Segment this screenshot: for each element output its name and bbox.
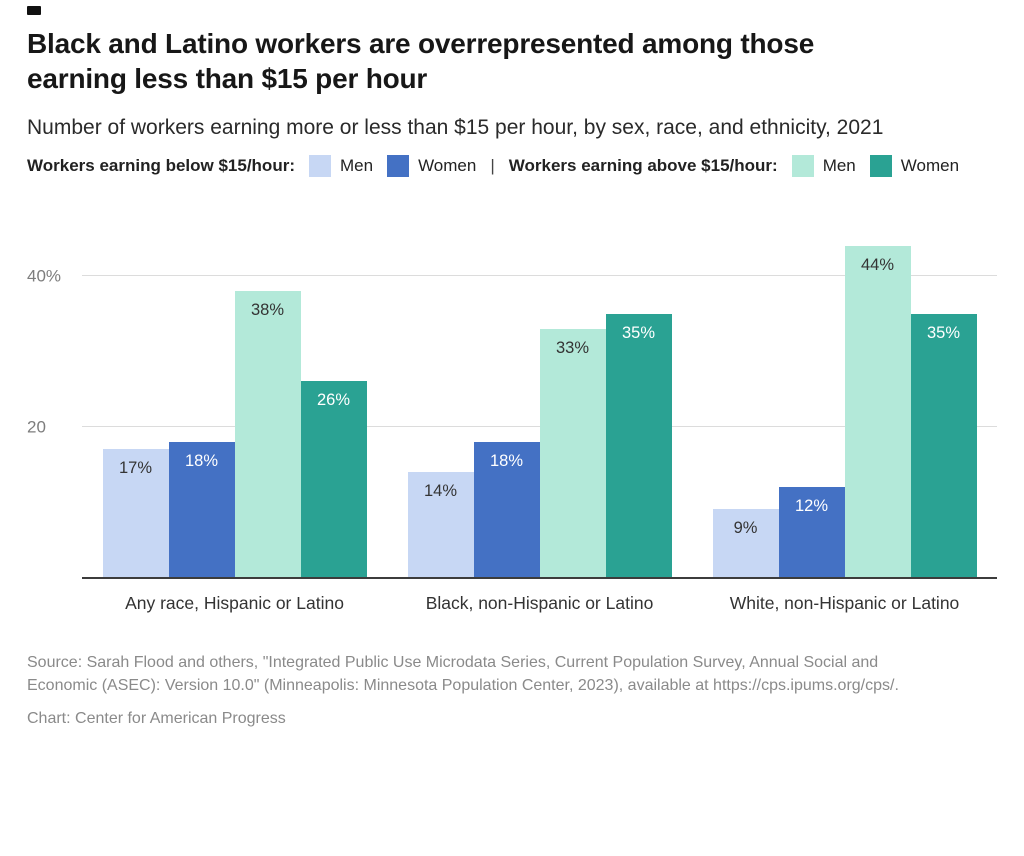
- bar-value-label: 9%: [733, 519, 758, 538]
- bar: 18%: [473, 441, 540, 577]
- gridline: [82, 275, 997, 277]
- bar-value-label: 38%: [250, 301, 285, 320]
- bar: 18%: [168, 441, 235, 577]
- bar: 35%: [605, 313, 672, 577]
- bar-group: 17% 18% 38% 26%: [82, 231, 387, 577]
- bar: 35%: [910, 313, 977, 577]
- legend-label-below-men: Men: [339, 155, 374, 175]
- legend-item-below-women: Women: [387, 154, 477, 177]
- legend-swatch-above-men: [791, 154, 814, 177]
- legend-swatch-below-women: [387, 154, 410, 177]
- bar-value-label: 18%: [184, 451, 219, 470]
- bar-group: 14% 18% 33% 35%: [387, 231, 692, 577]
- bar-value-label: 26%: [316, 391, 351, 410]
- chart-title: Black and Latino workers are overreprese…: [27, 28, 815, 95]
- bar: 17%: [102, 449, 169, 577]
- legend-item-above-men: Men: [791, 154, 856, 177]
- footer: Source: Sarah Flood and others, "Integra…: [27, 652, 997, 728]
- bar-value-label: 44%: [860, 255, 895, 274]
- x-axis-category-label: Any race, Hispanic or Latino: [125, 592, 344, 613]
- bar-value-label: 18%: [489, 451, 524, 470]
- legend-divider: |: [490, 155, 495, 175]
- bar-value-label: 12%: [794, 496, 829, 515]
- bar-value-label: 14%: [423, 481, 458, 500]
- page-top-mark: [27, 6, 41, 15]
- legend-item-below-men: Men: [308, 154, 374, 177]
- bar-value-label: 35%: [621, 323, 656, 342]
- bar-chart: 17% 18% 38% 26% 14% 18% 33% 35% 9% 12% 44% 35% 20 40…: [27, 231, 997, 614]
- chart-credit: Chart: Center for American Progress: [27, 710, 286, 728]
- bar: 9%: [712, 509, 779, 577]
- bar: 38%: [234, 291, 301, 577]
- bar-value-label: 33%: [555, 338, 590, 357]
- bar-value-label: 17%: [118, 459, 153, 478]
- y-axis-tick-label: 40%: [27, 266, 62, 286]
- legend-label-below-women: Women: [418, 155, 477, 175]
- legend-item-above-women: Women: [869, 154, 960, 177]
- plot-area: 17% 18% 38% 26% 14% 18% 33% 35% 9% 12% 44% 35% 20 40…: [27, 231, 997, 579]
- bar: 12%: [778, 486, 845, 577]
- bar: 14%: [407, 471, 474, 577]
- legend-above-title: Workers earning above $15/hour:: [508, 155, 778, 175]
- legend-label-above-women: Women: [900, 155, 960, 175]
- bar-groups: 17% 18% 38% 26% 14% 18% 33% 35% 9% 12% 44% 35%: [82, 231, 997, 577]
- bar-group: 9% 12% 44% 35%: [692, 231, 997, 577]
- legend-label-above-men: Men: [822, 155, 856, 175]
- bar-value-label: 35%: [926, 323, 961, 342]
- y-axis-tick-label: 20: [27, 417, 46, 436]
- x-axis-category-label: White, non-Hispanic or Latino: [729, 592, 960, 613]
- bar: 26%: [300, 381, 367, 577]
- legend-below-title: Workers earning below $15/hour:: [27, 155, 295, 175]
- legend-swatch-below-men: [308, 154, 331, 177]
- legend-swatch-above-women: [869, 154, 892, 177]
- bar: 44%: [844, 245, 911, 577]
- chart-subtitle: Number of workers earning more or less t…: [27, 115, 884, 139]
- x-axis-category-label: Black, non-Hispanic or Latino: [425, 592, 654, 613]
- source-note: Source: Sarah Flood and others, "Integra…: [27, 653, 899, 694]
- x-axis-labels: Any race, Hispanic or Latino Black, non-H…: [82, 579, 997, 614]
- bar: 33%: [539, 328, 606, 577]
- legend: Workers earning below $15/hour: Men Wome…: [27, 154, 997, 177]
